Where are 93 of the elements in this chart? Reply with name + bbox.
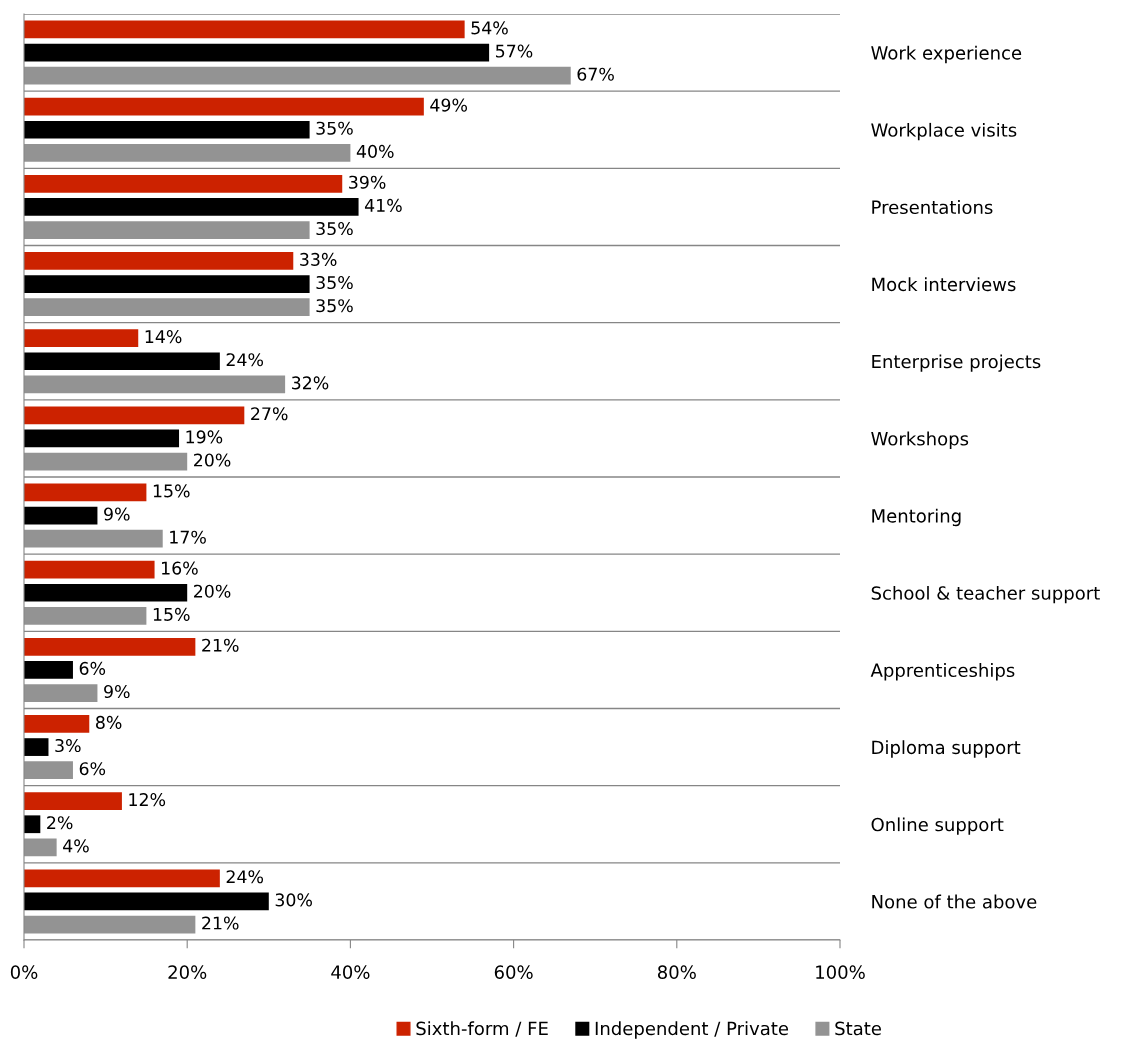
bar bbox=[24, 892, 269, 911]
legend-label: State bbox=[835, 1021, 881, 1036]
y-tick-label: Diploma support bbox=[872, 740, 1021, 758]
data-label: 41% bbox=[364, 198, 402, 212]
data-label: 12% bbox=[129, 793, 166, 807]
data-label: 24% bbox=[226, 870, 264, 884]
data-label: 49% bbox=[430, 98, 468, 112]
data-label: 35% bbox=[316, 121, 353, 135]
y-tick-label: Enterprise projects bbox=[872, 354, 1041, 372]
bar bbox=[24, 560, 155, 579]
data-label: 20% bbox=[194, 584, 231, 598]
bar bbox=[24, 66, 571, 85]
bar bbox=[24, 869, 220, 888]
bar bbox=[24, 352, 220, 371]
bar bbox=[24, 815, 41, 834]
data-label: 21% bbox=[202, 638, 239, 652]
data-label: 19% bbox=[186, 430, 223, 444]
data-label: 15% bbox=[153, 607, 190, 621]
y-tick-label: Presentations bbox=[872, 200, 993, 215]
x-tick-label: 100% bbox=[816, 965, 865, 979]
bar bbox=[24, 329, 139, 347]
x-tick-label: 40% bbox=[331, 965, 370, 979]
y-tick-label: Workshops bbox=[871, 431, 969, 450]
data-label: 2% bbox=[47, 816, 73, 830]
bar bbox=[24, 198, 359, 216]
bar bbox=[24, 483, 147, 502]
y-tick-label: Apprenticeships bbox=[870, 663, 1015, 681]
bar bbox=[24, 661, 73, 679]
bar bbox=[24, 529, 163, 548]
data-label: 32% bbox=[292, 376, 329, 390]
bar bbox=[24, 429, 180, 448]
bar bbox=[24, 43, 490, 62]
data-label: 8% bbox=[96, 715, 122, 729]
x-tick-label: 0% bbox=[10, 965, 38, 979]
bar bbox=[24, 275, 310, 293]
data-label: 35% bbox=[316, 299, 353, 313]
y-tick-label: Online support bbox=[871, 817, 1004, 835]
data-label: 27% bbox=[251, 407, 288, 421]
bar bbox=[24, 406, 245, 425]
y-tick-label: None of the above bbox=[872, 894, 1037, 909]
bar bbox=[24, 144, 351, 162]
data-label: 9% bbox=[104, 684, 130, 699]
bar bbox=[24, 375, 286, 394]
bar bbox=[24, 97, 424, 116]
data-label: 20% bbox=[194, 453, 231, 467]
bar bbox=[24, 221, 310, 239]
data-label: 21% bbox=[202, 916, 239, 930]
bar bbox=[24, 915, 196, 934]
bar bbox=[24, 838, 57, 857]
legend-label: Sixth-form / FE bbox=[416, 1021, 548, 1037]
y-tick-label: School & teacher support bbox=[871, 585, 1100, 604]
data-label: 40% bbox=[356, 144, 394, 158]
bar bbox=[24, 637, 196, 656]
data-label: 24% bbox=[226, 353, 264, 367]
data-label: 15% bbox=[153, 484, 190, 498]
x-tick-label: 20% bbox=[168, 965, 207, 979]
bar bbox=[24, 174, 343, 193]
data-label: 6% bbox=[79, 762, 106, 776]
data-label: 9% bbox=[104, 507, 130, 521]
bar bbox=[24, 684, 98, 702]
data-label: 30% bbox=[275, 893, 312, 907]
legend-label: Independent / Private bbox=[595, 1021, 789, 1039]
bar bbox=[24, 506, 98, 525]
bar bbox=[24, 738, 49, 756]
y-tick-label: Mentoring bbox=[872, 508, 961, 527]
bar bbox=[24, 607, 147, 625]
data-label: 4% bbox=[63, 839, 89, 853]
x-tick-label: 60% bbox=[494, 965, 533, 979]
bar bbox=[24, 792, 122, 810]
bar bbox=[24, 20, 465, 39]
bar bbox=[24, 761, 73, 780]
data-label: 3% bbox=[55, 738, 81, 753]
data-label: 16% bbox=[162, 561, 198, 575]
bar bbox=[24, 298, 310, 317]
data-label: 57% bbox=[496, 44, 533, 58]
data-label: 39% bbox=[349, 175, 386, 189]
data-label: 14% bbox=[145, 330, 182, 344]
y-tick-label: Mock interviews bbox=[872, 277, 1016, 292]
y-tick-label: Workplace visits bbox=[871, 122, 1017, 141]
bar bbox=[24, 452, 188, 471]
bar bbox=[24, 583, 188, 602]
y-tick-label: Work experience bbox=[871, 45, 1022, 64]
data-label: 35% bbox=[316, 221, 353, 236]
data-label: 33% bbox=[300, 252, 337, 266]
bar bbox=[24, 252, 294, 270]
data-label: 54% bbox=[471, 21, 508, 35]
data-label: 6% bbox=[79, 661, 106, 675]
data-label: 17% bbox=[170, 530, 206, 544]
bar bbox=[24, 120, 310, 139]
data-label: 67% bbox=[577, 67, 614, 81]
bar bbox=[24, 715, 90, 733]
x-tick-label: 80% bbox=[657, 965, 696, 979]
data-label: 35% bbox=[316, 275, 353, 290]
